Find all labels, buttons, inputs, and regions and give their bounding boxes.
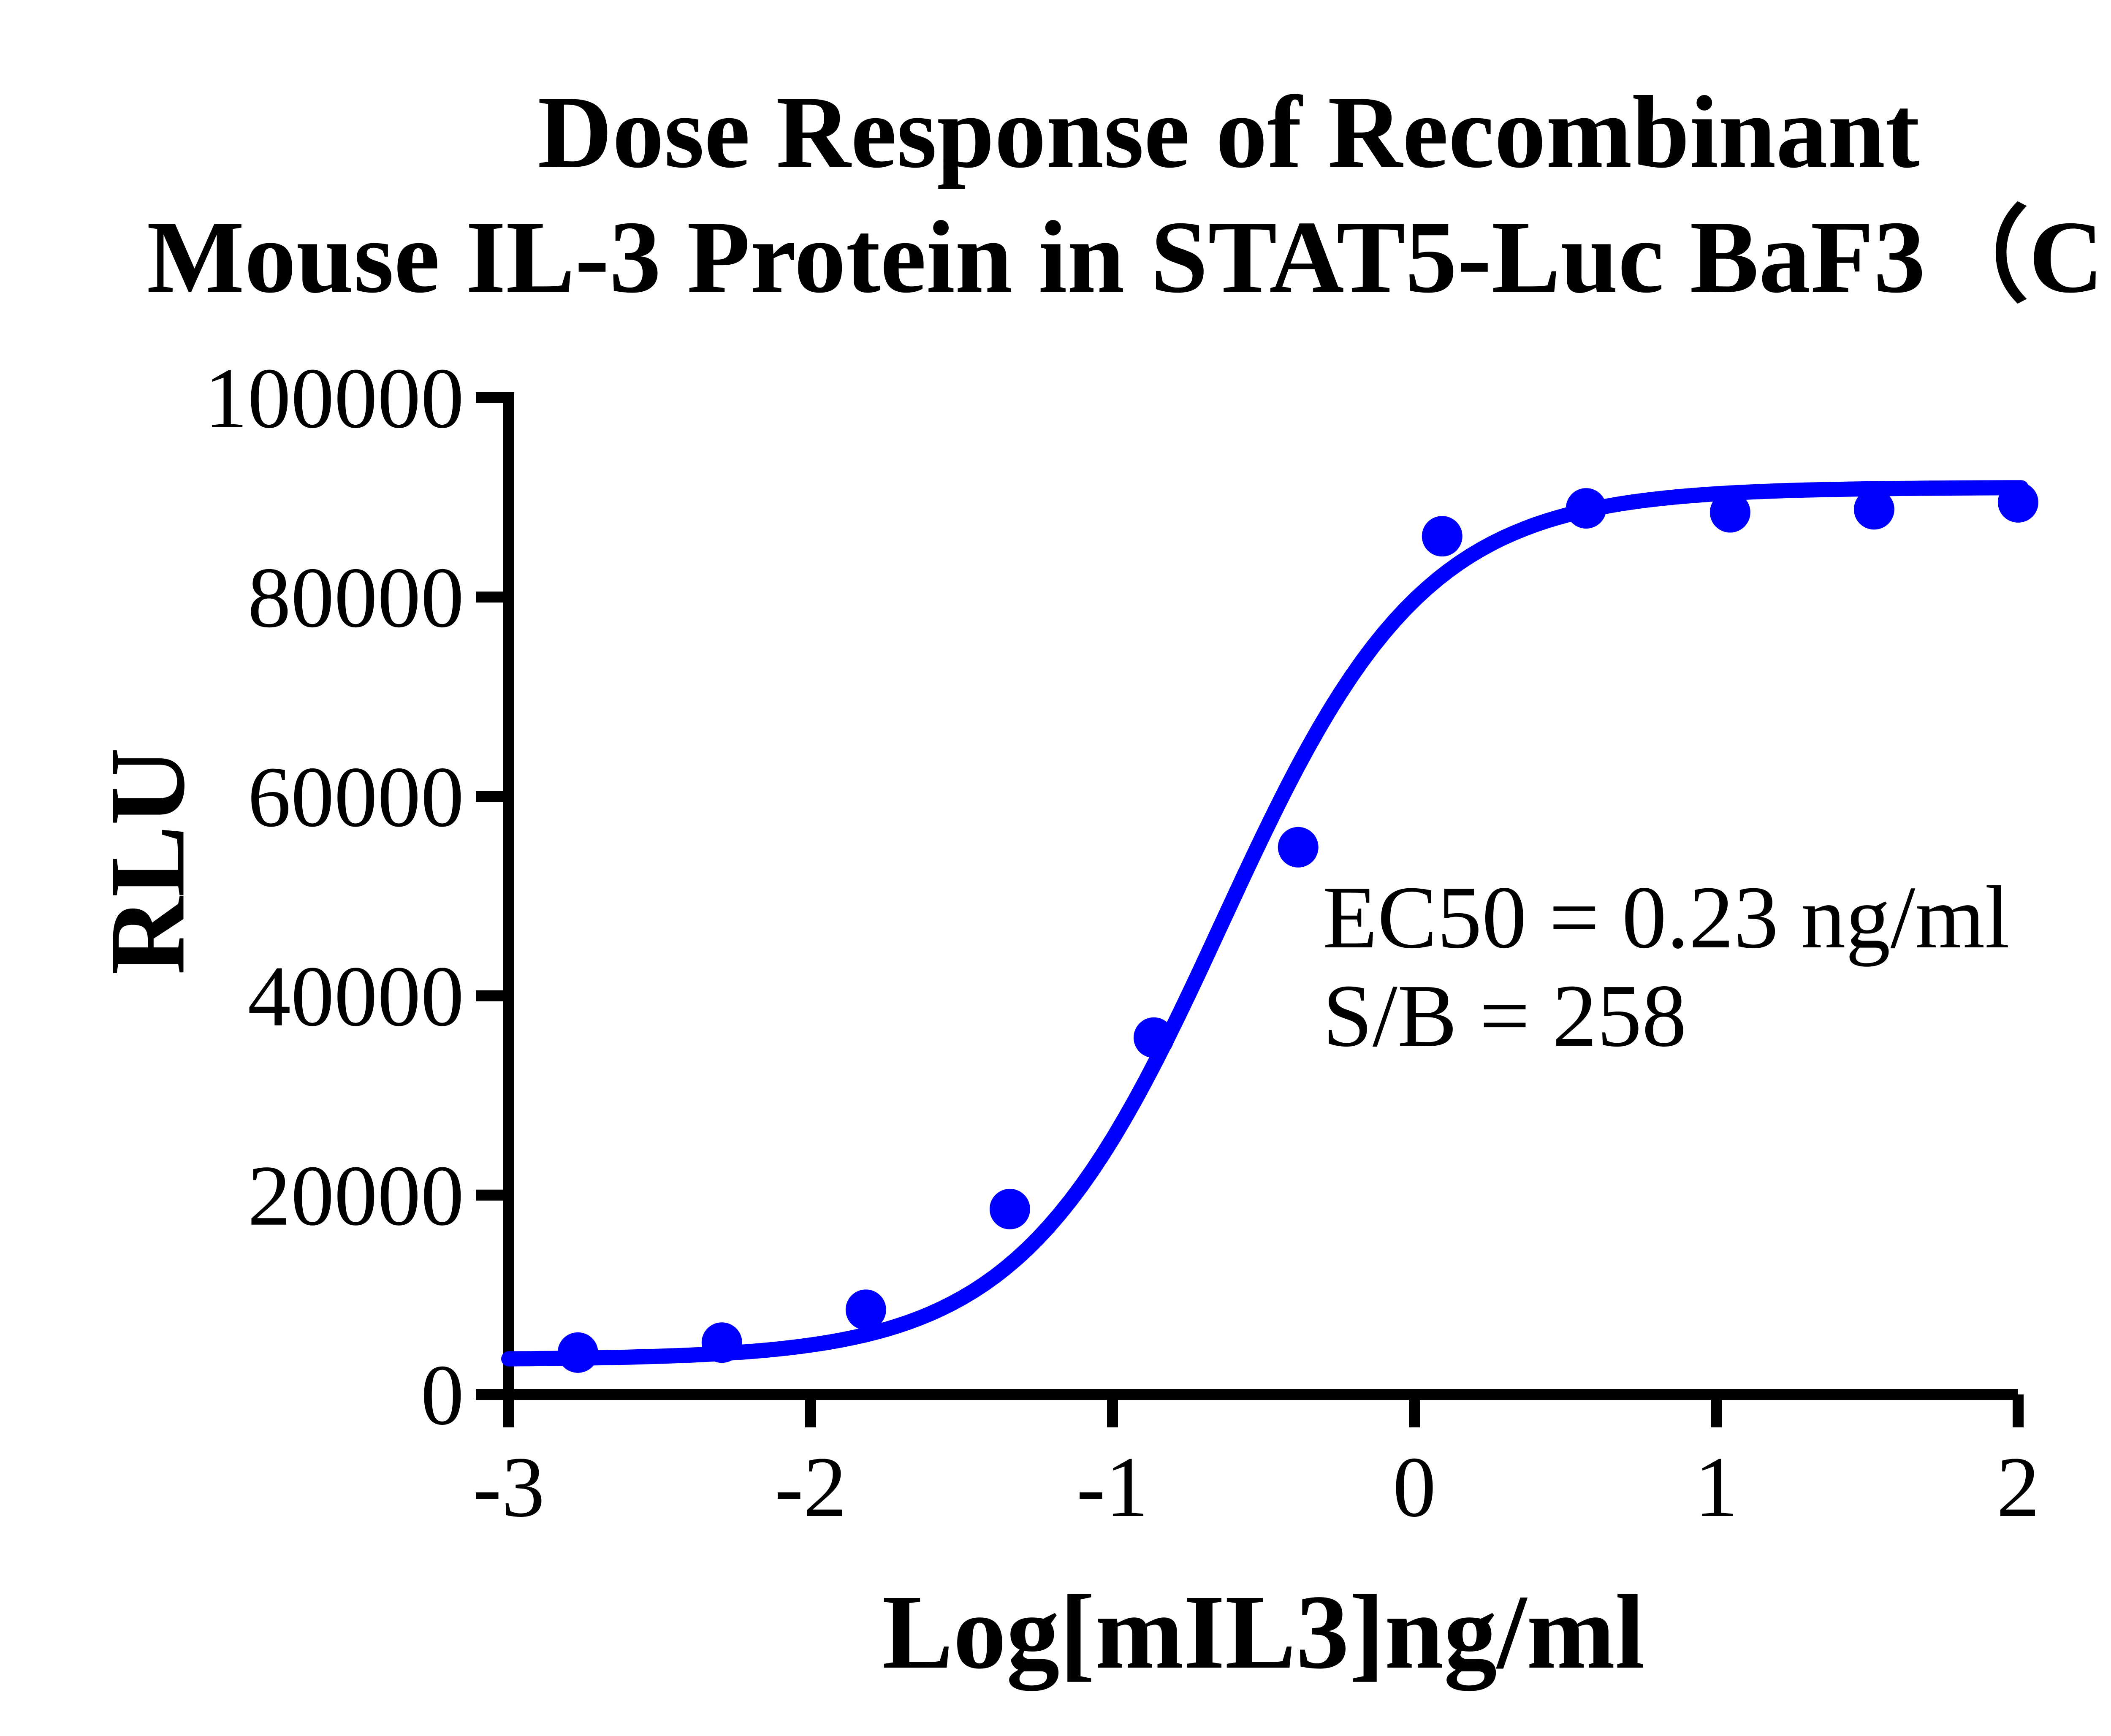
x-tick-label: 1 bbox=[1695, 1439, 1738, 1535]
x-tick-label: 0 bbox=[1393, 1439, 1436, 1535]
chart-title-line1: Dose Response of Recombinant bbox=[537, 75, 1920, 189]
fit-curve-line bbox=[501, 480, 2029, 1367]
x-tick-label: 2 bbox=[1997, 1439, 2040, 1535]
data-point bbox=[701, 1322, 742, 1363]
x-tick-label: -3 bbox=[473, 1439, 545, 1535]
signal-background-annotation: S/B = 258 bbox=[1323, 966, 1687, 1065]
y-tick-label: 60000 bbox=[248, 749, 464, 845]
chart-title: Dose Response of Recombinant Mouse IL-3 … bbox=[131, 70, 2111, 320]
x-axis-title: Log[mIL3]ng/ml bbox=[882, 1573, 1645, 1691]
fit-annotation: EC50 = 0.23 ng/ml S/B = 258 bbox=[1323, 868, 2010, 1065]
x-tick-label: -2 bbox=[775, 1439, 847, 1535]
y-tick-label: 20000 bbox=[248, 1148, 464, 1244]
data-point bbox=[1853, 489, 1894, 530]
data-point bbox=[1422, 516, 1463, 557]
y-tick-label: 0 bbox=[421, 1347, 464, 1443]
data-point bbox=[557, 1332, 598, 1373]
data-point bbox=[1566, 488, 1606, 529]
y-tick-label: 80000 bbox=[248, 550, 464, 646]
data-point bbox=[1709, 492, 1750, 533]
data-point bbox=[1278, 827, 1319, 868]
y-tick-label: 40000 bbox=[248, 949, 464, 1044]
x-tick-label: -1 bbox=[1077, 1439, 1149, 1535]
data-point bbox=[845, 1289, 886, 1330]
ec50-annotation: EC50 = 0.23 ng/ml bbox=[1323, 868, 2010, 967]
chart-title-line2: Mouse IL-3 Protein in STAT5-Luc BaF3（C18… bbox=[147, 200, 2111, 314]
data-point bbox=[1998, 482, 2038, 523]
data-point bbox=[989, 1188, 1030, 1229]
y-tick-label: 100000 bbox=[204, 350, 464, 446]
data-point bbox=[1133, 1017, 1174, 1058]
